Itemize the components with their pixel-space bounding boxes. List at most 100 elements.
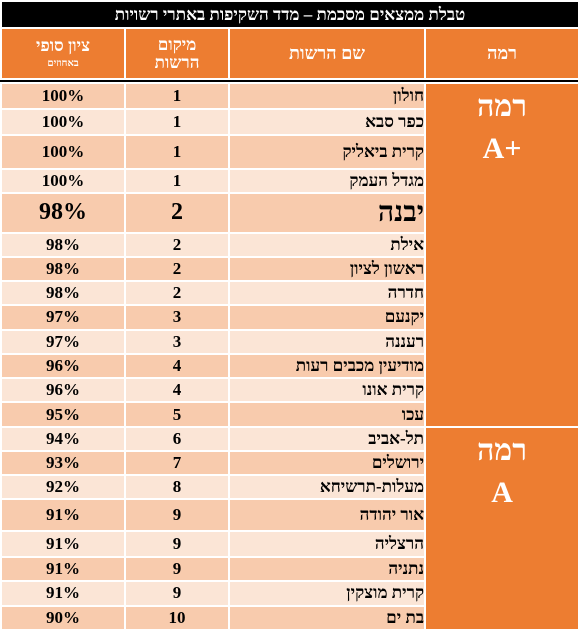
header-score: ציון סופי באחוזים [0,27,127,80]
level-group-a: רמה A [424,425,578,631]
authority-score: 100% [0,167,127,195]
authority-rank: 5 [124,401,231,428]
authority-score: 91% [0,529,127,559]
authority-name: יקנעם [228,304,427,331]
authority-name: ירושלים [228,449,427,477]
authority-rank: 9 [124,556,231,583]
header-rank-line1: מיקום [157,34,197,54]
authority-score: 91% [0,498,127,532]
level-group-a-plus: רמה A+ [424,81,578,428]
authority-score: 100% [0,134,127,170]
level-group-a-grade: A [491,475,513,509]
authority-rank: 3 [124,328,231,355]
authority-score: 97% [0,328,127,355]
header-score-line2: באחוזים [47,58,79,70]
authority-name: בת ים [228,604,427,631]
authority-score: 100% [0,81,127,111]
table-row: יקנעם 3 97% [0,304,578,331]
table-row: אור יהודה 9 91% [0,498,578,532]
authority-name: קרית ביאליק [228,134,427,170]
authority-score: 98% [0,280,127,307]
authority-rank: 4 [124,377,231,404]
authority-rank: 2 [124,192,231,234]
table-row: יבנה 2 98% [0,192,578,234]
table-row: רעננה 3 97% [0,328,578,355]
authority-rank: 7 [124,449,231,477]
authority-name: אילת [228,231,427,258]
authority-name: תל-אביב [228,425,427,452]
table-row: עכו 5 95% [0,401,578,428]
authority-score: 95% [0,401,127,428]
authority-score: 97% [0,304,127,331]
authority-name: קרית אונו [228,377,427,404]
authority-rank: 10 [124,604,231,631]
authority-name: מעלות-תרשיחא [228,474,427,501]
table-row: מודיעין מכבים רעות 4 96% [0,352,578,380]
authority-rank: 1 [124,167,231,195]
authority-name: רעננה [228,328,427,355]
header-level: רמה [424,27,578,80]
authority-name: חדרה [228,280,427,307]
table-title: טבלת ממצאים מסכמת – מדד השקיפות באתרי רש… [0,0,578,30]
table-row: כפר סבא 1 100% [0,108,578,137]
table-row: קרית ביאליק 1 100% [0,134,578,170]
authority-name: מודיעין מכבים רעות [228,352,427,380]
authority-score: 100% [0,108,127,137]
authority-name: יבנה [228,192,427,234]
authority-score: 96% [0,352,127,380]
authority-name: כפר סבא [228,108,427,137]
authority-rank: 2 [124,255,231,283]
authority-rank: 1 [124,81,231,111]
authority-name: אור יהודה [228,498,427,532]
authority-score: 91% [0,556,127,583]
table-row: בת ים 10 90% [0,604,578,631]
authority-rank: 3 [124,304,231,331]
table-row: קרית מוצקין 9 91% [0,580,578,607]
header-rank-line2: הרשות [154,52,200,72]
authority-rank: 8 [124,474,231,501]
table-row: רמה A+ חולון 1 100% [0,81,578,428]
level-group-a-label: רמה [477,433,527,467]
level-group-a-plus-label: רמה [477,89,527,123]
authority-rank: 9 [124,580,231,607]
table-row: ראשון לציון 2 98% [0,255,578,283]
authority-rank: 2 [124,280,231,307]
header-rank: מיקום הרשות [124,27,231,80]
authority-score: 98% [0,192,127,234]
authority-rank: 9 [124,529,231,559]
table-row: קרית אונו 4 96% [0,377,578,404]
header-score-line1: ציון סופי [36,36,91,56]
authority-name: הרצליה [228,529,427,559]
authority-rank: 1 [124,134,231,170]
table-row: ירושלים 7 93% [0,449,578,477]
authority-name: קרית מוצקין [228,580,427,607]
authority-name: ראשון לציון [228,255,427,283]
authority-score: 90% [0,604,127,631]
authority-rank: 6 [124,425,231,452]
table-row: חדרה 2 98% [0,280,578,307]
authority-score: 91% [0,580,127,607]
authority-rank: 4 [124,352,231,380]
level-group-a-plus-grade: A+ [482,131,522,165]
authority-name: עכו [228,401,427,428]
table-row: הרצליה 9 91% [0,529,578,559]
authority-name: נתניה [228,556,427,583]
authority-name: חולון [228,81,427,111]
table-row: נתניה 9 91% [0,556,578,583]
authority-score: 98% [0,231,127,258]
table-row: מגדל העמק 1 100% [0,167,578,195]
authority-rank: 2 [124,231,231,258]
table-row: רמה A תל-אביב 6 94% [0,425,578,631]
authority-score: 96% [0,377,127,404]
authority-score: 93% [0,449,127,477]
header-authority-name: שם הרשות [228,27,427,80]
table-row: אילת 2 98% [0,231,578,258]
authority-name: מגדל העמק [228,167,427,195]
authority-score: 94% [0,425,127,452]
authority-score: 98% [0,255,127,283]
table-row: מעלות-תרשיחא 8 92% [0,474,578,501]
authority-rank: 9 [124,498,231,532]
authority-rank: 1 [124,108,231,137]
